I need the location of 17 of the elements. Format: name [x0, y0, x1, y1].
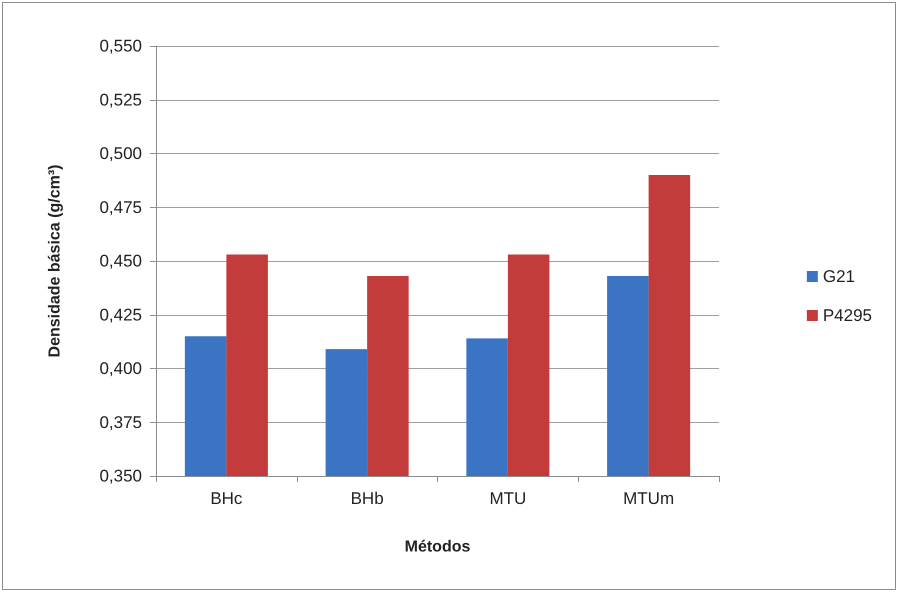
- y-tick-label: 0,500: [99, 144, 142, 163]
- x-tick-label: MTU: [489, 489, 526, 508]
- y-tick-label: 0,400: [99, 359, 142, 378]
- y-tick-label: 0,450: [99, 252, 142, 270]
- x-tick-label: MTUm: [623, 489, 674, 508]
- x-tick-label: BHc: [210, 489, 243, 508]
- y-tick-label: 0,350: [99, 466, 142, 486]
- x-tick-label: BHb: [350, 489, 384, 508]
- y-tick-label: 0,425: [99, 305, 142, 324]
- y-tick-label: 0,525: [99, 90, 142, 110]
- legend-label: G21: [822, 267, 855, 286]
- legend-label: P4295: [822, 306, 872, 325]
- x-axis-title: Métodos: [404, 538, 470, 556]
- y-tick-label: 0,475: [99, 198, 142, 217]
- y-tick-label: 0,375: [99, 412, 142, 432]
- y-axis-title: Densidade básica (g/cm³): [46, 164, 64, 358]
- y-tick-label: 0,550: [99, 36, 142, 56]
